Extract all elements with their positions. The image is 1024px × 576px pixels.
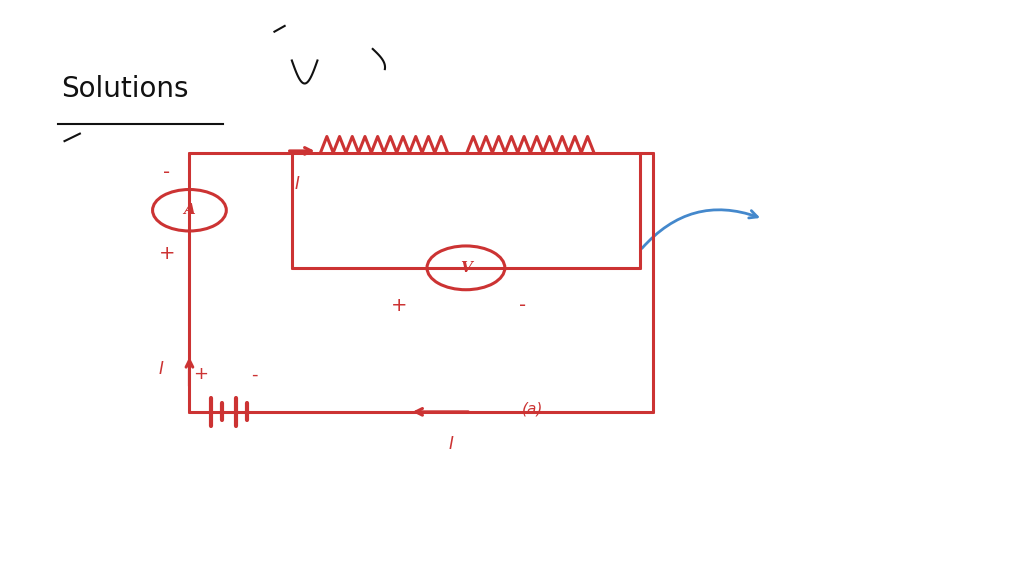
Text: -: - xyxy=(519,296,525,314)
Text: -: - xyxy=(164,164,170,182)
Text: I: I xyxy=(159,359,163,378)
Text: V: V xyxy=(460,261,472,275)
Text: -: - xyxy=(251,365,257,384)
Text: Solutions: Solutions xyxy=(61,75,189,103)
Text: +: + xyxy=(194,365,208,384)
Text: +: + xyxy=(391,296,408,314)
Text: +: + xyxy=(159,244,175,263)
Text: (a): (a) xyxy=(522,401,543,416)
Text: I: I xyxy=(449,434,453,453)
FancyArrowPatch shape xyxy=(642,210,758,248)
Text: I: I xyxy=(295,175,299,194)
Text: A: A xyxy=(183,203,196,217)
